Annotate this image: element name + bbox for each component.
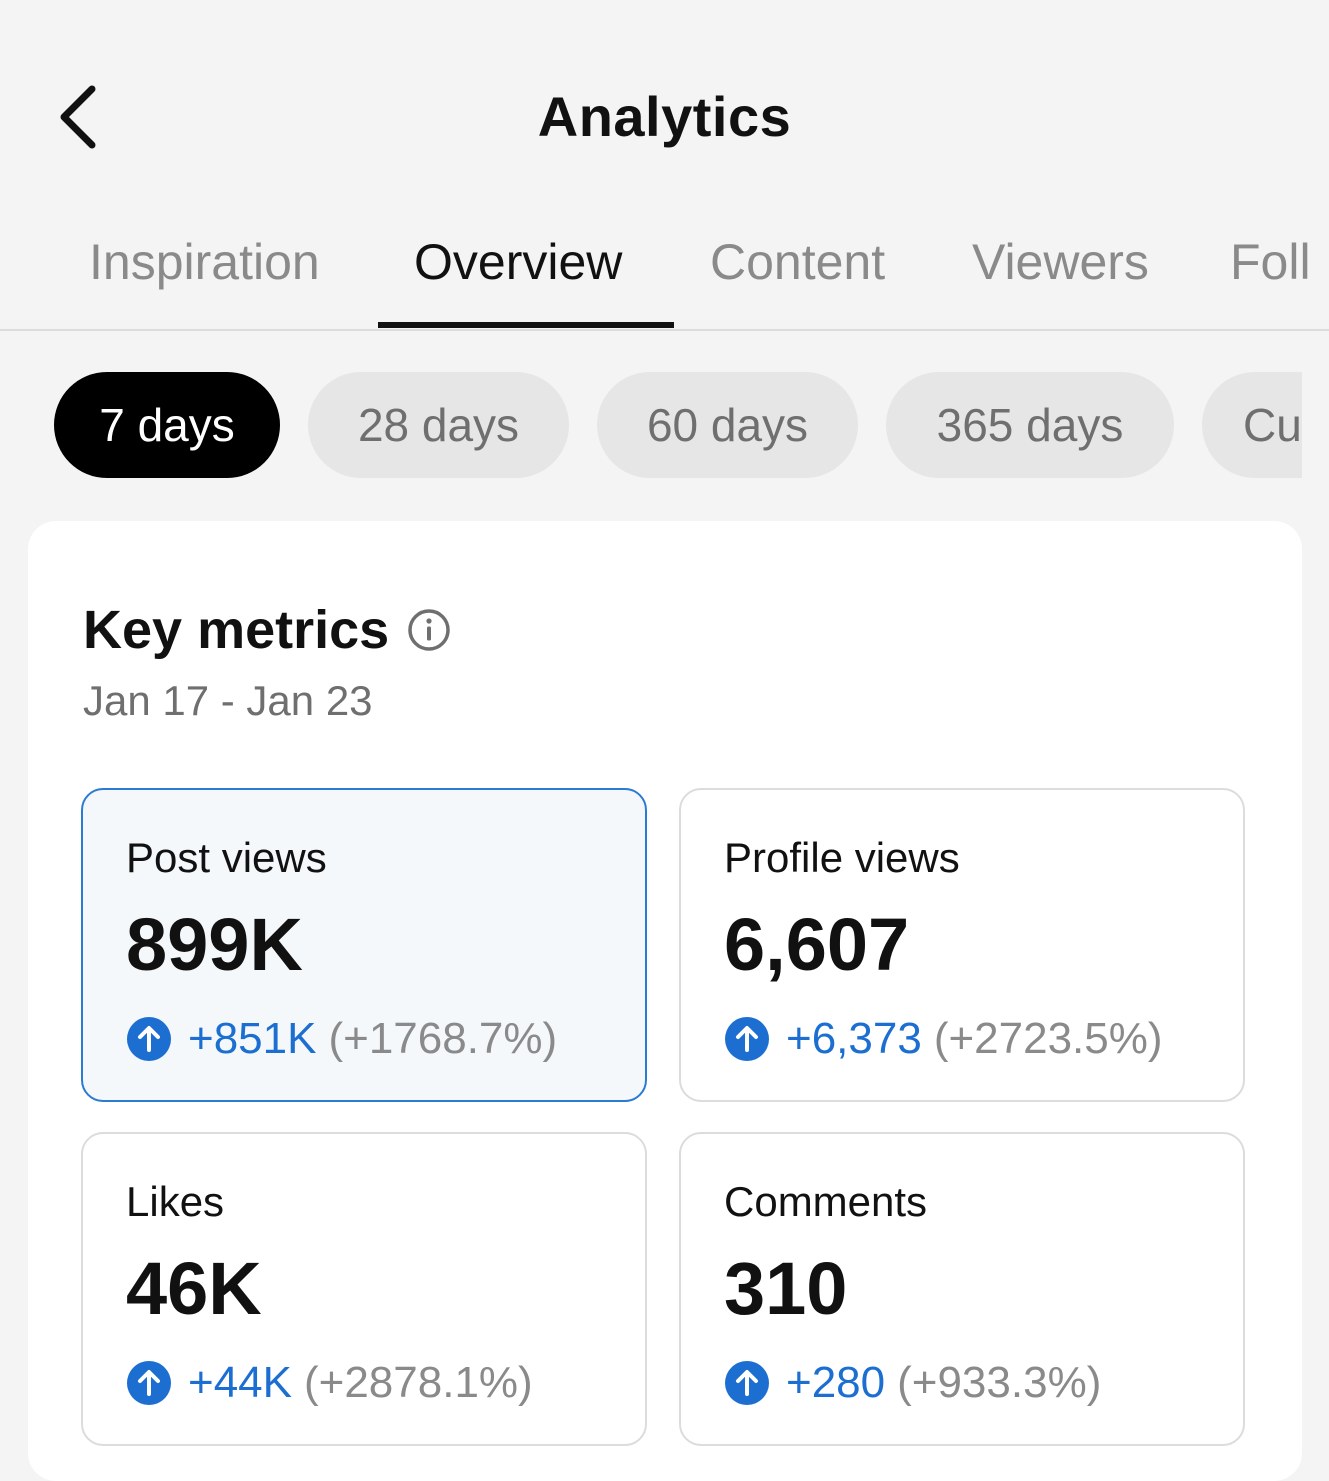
range-chip-365-days[interactable]: 365 days <box>886 372 1174 478</box>
chevron-left-icon <box>60 85 96 149</box>
header: Analytics <box>0 0 1329 200</box>
tab-followers[interactable]: Foll <box>1230 234 1311 290</box>
metric-value: 899K <box>126 903 303 986</box>
metric-percent-change: (+1768.7%) <box>328 1014 558 1063</box>
metric-card-profile-views[interactable]: Profile views 6,607 +6,373 (+2723.5%) <box>679 788 1245 1102</box>
key-metrics-heading: Key metrics <box>83 599 451 661</box>
metric-card-post-views[interactable]: Post views 899K +851K (+1768.7%) <box>81 788 647 1102</box>
metric-card-likes[interactable]: Likes 46K +44K (+2878.1%) <box>81 1132 647 1446</box>
metric-percent-change: (+2878.1%) <box>303 1358 533 1407</box>
metric-label: Profile views <box>724 834 960 881</box>
info-icon[interactable] <box>407 608 451 652</box>
metric-delta: +44K <box>188 1358 292 1407</box>
arrow-up-circle-icon <box>126 1016 172 1062</box>
arrow-up-circle-icon <box>724 1360 770 1406</box>
page-title: Analytics <box>537 85 792 148</box>
metric-change: +44K (+2878.1%) <box>126 1358 533 1408</box>
key-metrics-card: Key metrics Jan 17 - Jan 23 Post views 8… <box>28 521 1302 1481</box>
range-chip-custom[interactable]: Cu <box>1202 372 1302 478</box>
metric-value: 46K <box>126 1247 262 1330</box>
metric-change: +851K (+1768.7%) <box>126 1014 557 1064</box>
metric-value: 310 <box>724 1247 848 1330</box>
metric-delta: +851K <box>188 1014 317 1063</box>
range-chip-7-days[interactable]: 7 days <box>54 372 280 478</box>
arrow-up-circle-icon <box>724 1016 770 1062</box>
metric-label: Post views <box>126 834 327 881</box>
metric-delta: +6,373 <box>786 1014 922 1063</box>
active-tab-indicator <box>378 322 674 328</box>
tab-content[interactable]: Content <box>710 234 886 290</box>
key-metrics-title: Key metrics <box>83 600 390 660</box>
metric-change: +6,373 (+2723.5%) <box>724 1014 1163 1064</box>
metric-value: 6,607 <box>724 903 910 986</box>
metric-percent-change: (+2723.5%) <box>933 1014 1163 1063</box>
arrow-up-circle-icon <box>126 1360 172 1406</box>
tab-bar: Inspiration Overview Content Viewers Fol… <box>0 205 1329 331</box>
tab-viewers[interactable]: Viewers <box>972 234 1149 290</box>
metric-percent-change: (+933.3%) <box>897 1358 1102 1407</box>
metric-label: Comments <box>724 1178 928 1225</box>
tab-inspiration[interactable]: Inspiration <box>89 234 320 290</box>
date-range-chips: 7 days 28 days 60 days 365 days Cu <box>0 370 1302 482</box>
metric-delta: +280 <box>786 1358 886 1407</box>
back-button[interactable] <box>48 82 108 152</box>
date-range-label: Jan 17 - Jan 23 <box>83 677 373 724</box>
range-chip-60-days[interactable]: 60 days <box>597 372 858 478</box>
metric-change: +280 (+933.3%) <box>724 1358 1101 1408</box>
range-chip-28-days[interactable]: 28 days <box>308 372 569 478</box>
tab-overview[interactable]: Overview <box>414 234 623 290</box>
metric-label: Likes <box>126 1178 225 1225</box>
metric-card-comments[interactable]: Comments 310 +280 (+933.3%) <box>679 1132 1245 1446</box>
